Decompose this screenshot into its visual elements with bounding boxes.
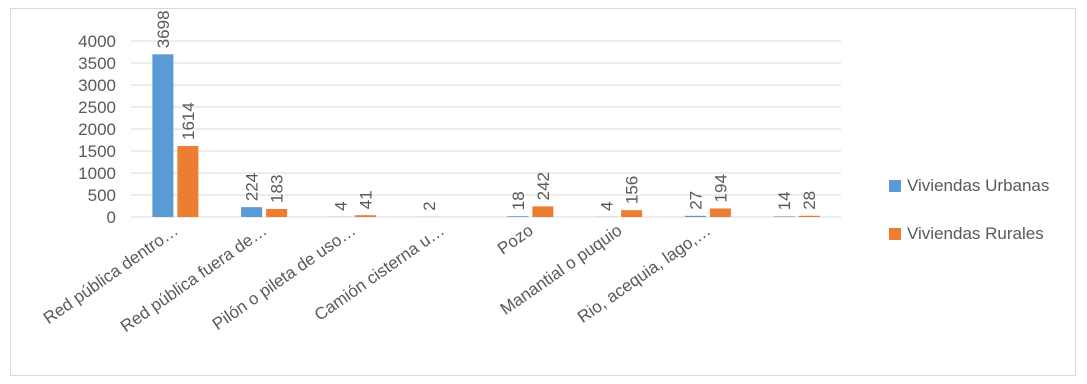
chart-frame: 0 500 1000 1500 2000 2500 3000 3500 4000 3698 224… (10, 8, 1076, 376)
data-label: 156 (623, 176, 642, 204)
x-tick-label: Pilón o pileta de uso… (209, 221, 359, 334)
y-tick-label: 1500 (78, 142, 116, 161)
y-tick-label: 3500 (78, 54, 116, 73)
bar-rurales (709, 208, 731, 217)
y-tick-label: 1000 (78, 164, 116, 183)
gridlines (131, 40, 841, 218)
legend-item-rurales: Viviendas Rurales (889, 221, 1049, 247)
y-tick-label: 0 (107, 208, 116, 227)
data-label: 3698 (154, 10, 173, 48)
legend: Viviendas Urbanas Viviendas Rurales (889, 173, 1049, 269)
y-tick-label: 2000 (78, 120, 116, 139)
legend-item-urbanas: Viviendas Urbanas (889, 173, 1049, 199)
y-axis-ticks: 0 500 1000 1500 2000 2500 3000 3500 4000 (78, 32, 116, 227)
x-tick-label: Red pública fuera de… (117, 221, 270, 336)
bar-urbanas (152, 54, 174, 218)
bar-urbanas (773, 216, 795, 217)
y-tick-label: 500 (88, 186, 116, 205)
data-label: 4 (598, 201, 617, 210)
bars (152, 54, 820, 218)
data-labels: 3698 224 4 2 18 4 27 14 1614 183 41 242 156 194 28 (154, 10, 819, 210)
data-label: 18 (509, 191, 528, 210)
data-label: 4 (331, 201, 350, 210)
data-label: 2 (420, 201, 439, 210)
x-tick-label: Pozo (494, 221, 537, 259)
data-label: 242 (534, 172, 553, 200)
data-label: 194 (711, 174, 730, 202)
y-tick-label: 2500 (78, 98, 116, 117)
data-label: 14 (775, 191, 794, 210)
data-label: 224 (243, 173, 262, 201)
data-label: 183 (268, 175, 287, 203)
bar-rurales (532, 206, 554, 217)
legend-label-urbanas: Viviendas Urbanas (907, 176, 1050, 195)
bar-rurales (177, 145, 199, 217)
data-label: 1614 (179, 102, 198, 140)
legend-swatch-rurales (889, 228, 901, 240)
data-label: 41 (356, 190, 375, 209)
y-tick-label: 4000 (78, 32, 116, 51)
legend-label-rurales: Viviendas Rurales (907, 224, 1044, 243)
bar-rurales (266, 208, 288, 217)
data-label: 28 (800, 191, 819, 210)
bar-urbanas (507, 216, 529, 217)
bar-rurales (798, 215, 820, 217)
data-label: 27 (686, 191, 705, 210)
y-tick-label: 3000 (78, 76, 116, 95)
legend-swatch-urbanas (889, 180, 901, 192)
x-axis-ticks: Red pública dentro…Red pública fuera de…… (40, 221, 714, 336)
bar-urbanas (684, 215, 706, 217)
bar-rurales (354, 215, 376, 217)
bar-urbanas (241, 207, 263, 217)
bar-rurales (621, 210, 643, 217)
